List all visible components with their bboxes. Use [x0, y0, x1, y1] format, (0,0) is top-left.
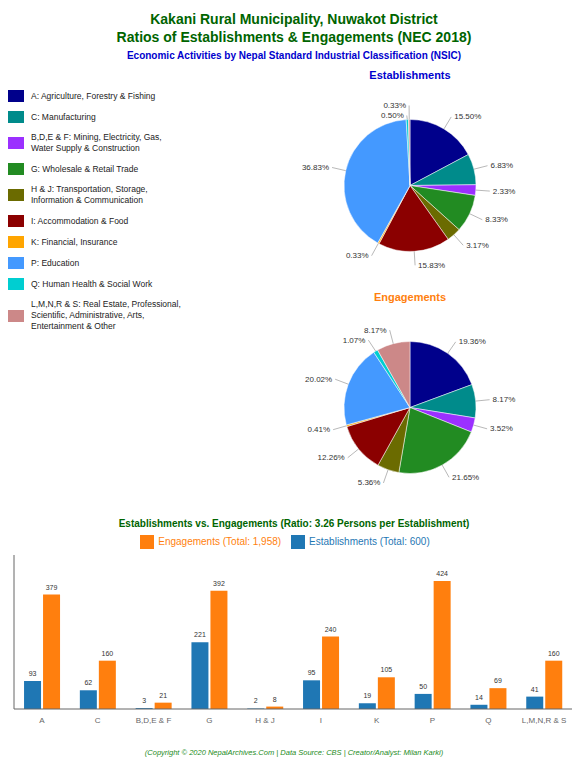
svg-text:3.17%: 3.17%	[466, 241, 489, 250]
html-text:Economic Activities by Nepal S: Economic Activities by Nepal Standard In…	[126, 50, 462, 61]
svg-text:21: 21	[159, 692, 167, 699]
svg-text:H & J: H & J	[255, 716, 275, 725]
svg-text:K: K	[374, 716, 380, 725]
svg-text:3.52%: 3.52%	[490, 424, 513, 433]
html-text:G: Wholesale & Retail Trade: G: Wholesale & Retail Trade	[31, 163, 139, 174]
svg-text:41: 41	[531, 686, 539, 693]
html-text:A: Agriculture, Forestry & Fis: A: Agriculture, Forestry & Fishing	[31, 90, 156, 101]
svg-text:2.33%: 2.33%	[493, 187, 516, 196]
html-text:P: Education: P: Education	[31, 257, 80, 268]
svg-text:6.83%: 6.83%	[491, 161, 514, 170]
svg-text:14: 14	[475, 694, 483, 701]
svg-text:0.33%: 0.33%	[346, 251, 369, 260]
svg-text:8.17%: 8.17%	[364, 326, 387, 335]
svg-text:0.41%: 0.41%	[307, 425, 330, 434]
svg-text:160: 160	[548, 650, 560, 657]
svg-text:221: 221	[194, 631, 206, 638]
html-text:Kakani Rural Municipality, Nuw: Kakani Rural Municipality, Nuwakot Distr…	[116, 11, 472, 45]
svg-text:G: G	[206, 716, 212, 725]
html-text:K: Financial, Insurance: K: Financial, Insurance	[31, 236, 118, 247]
svg-text:12.26%: 12.26%	[318, 453, 345, 462]
svg-text:1.07%: 1.07%	[343, 336, 366, 345]
svg-text:8.33%: 8.33%	[485, 215, 508, 224]
svg-text:424: 424	[436, 570, 448, 577]
svg-text:0.33%: 0.33%	[383, 101, 406, 110]
html-text:Q: Human Health & Social Work: Q: Human Health & Social Work	[31, 278, 153, 289]
html-text:Engagements: Engagements	[373, 291, 447, 303]
svg-text:20.02%: 20.02%	[305, 375, 332, 384]
svg-text:C: C	[95, 716, 101, 725]
html-text:Establishments (Total: 600): Establishments (Total: 600)	[309, 535, 430, 547]
html-text:H & J: Transportation, Storage: H & J: Transportation, Storage, Informat…	[31, 184, 148, 205]
svg-text:105: 105	[381, 666, 393, 673]
svg-text:240: 240	[325, 626, 337, 633]
svg-text:69: 69	[494, 677, 502, 684]
svg-text:93: 93	[29, 670, 37, 677]
svg-text:L,M,N,R & S: L,M,N,R & S	[522, 716, 566, 725]
html-text:Establishments: Establishments	[369, 69, 451, 81]
svg-text:P: P	[430, 716, 435, 725]
html-text:I: Accommodation & Food: I: Accommodation & Food	[31, 215, 129, 226]
svg-text:0.50%: 0.50%	[381, 111, 404, 120]
svg-text:15.50%: 15.50%	[454, 112, 481, 121]
svg-text:Q: Q	[485, 716, 491, 725]
svg-text:36.83%: 36.83%	[302, 163, 329, 172]
svg-text:160: 160	[102, 650, 114, 657]
html-text:C: Manufacturing: C: Manufacturing	[31, 111, 96, 122]
svg-text:8: 8	[273, 696, 277, 703]
svg-text:50: 50	[419, 683, 427, 690]
svg-text:379: 379	[46, 584, 58, 591]
svg-text:B,D,E & F: B,D,E & F	[136, 716, 172, 725]
svg-text:392: 392	[213, 580, 225, 587]
html-text:L,M,N,R & S: Real Estate, Prof: L,M,N,R & S: Real Estate, Professional, …	[31, 299, 181, 331]
svg-text:A: A	[39, 716, 45, 725]
svg-text:I: I	[320, 716, 322, 725]
svg-text:5.36%: 5.36%	[358, 478, 381, 487]
html-text:(Copyright © 2020 NepalArchive: (Copyright © 2020 NepalArchives.Com | Da…	[144, 748, 444, 757]
html-text:Engagements (Total: 1,958): Engagements (Total: 1,958)	[158, 535, 282, 547]
svg-text:3: 3	[142, 697, 146, 704]
svg-text:15.83%: 15.83%	[418, 261, 445, 270]
svg-text:62: 62	[84, 679, 92, 686]
html-text:B,D,E & F: Mining, Electricity: B,D,E & F: Mining, Electricity, Gas, Wat…	[31, 132, 162, 153]
svg-text:95: 95	[308, 669, 316, 676]
svg-text:19: 19	[363, 692, 371, 699]
svg-text:8.17%: 8.17%	[493, 395, 516, 404]
html-text:Establishments vs. Engagements: Establishments vs. Engagements (Ratio: 3…	[118, 518, 470, 529]
svg-text:21.65%: 21.65%	[452, 473, 479, 482]
svg-text:19.36%: 19.36%	[459, 337, 486, 346]
svg-text:2: 2	[254, 697, 258, 704]
